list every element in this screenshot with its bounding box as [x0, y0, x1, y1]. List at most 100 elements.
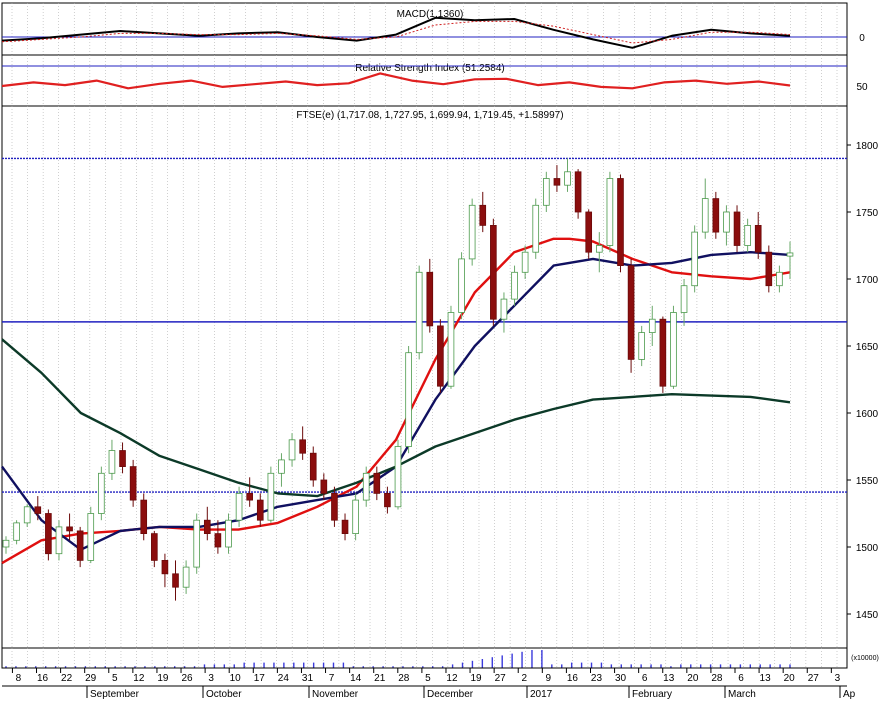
date-tick-label: 16 [37, 673, 49, 684]
month-label: September [90, 689, 140, 700]
volume-bar [620, 664, 622, 668]
date-tick-label: 8 [16, 673, 22, 684]
rsi-tick-label: 50 [856, 82, 868, 93]
candle-body [585, 211, 593, 253]
date-tick-label: 19 [157, 673, 169, 684]
volume-bar [372, 666, 374, 668]
volume-bar [134, 666, 136, 668]
candle-body [267, 472, 275, 521]
volume-bar [699, 664, 702, 668]
volume-bar [342, 662, 345, 668]
macd-tick-label: 0 [859, 33, 865, 44]
volume-bar [719, 664, 722, 668]
macd-series-macd [1, 16, 791, 49]
date-tick-label: 23 [591, 673, 603, 684]
candle-body [479, 204, 487, 226]
volume-bar [203, 664, 206, 668]
volume-bar [551, 664, 553, 668]
month-label: October [206, 689, 242, 700]
volume-bar [332, 662, 335, 668]
volume-bar [402, 666, 404, 668]
volume-bar [114, 666, 116, 668]
macd-panel: MACD(1.1360) 0 [1, 2, 865, 56]
volume-bar [422, 666, 424, 668]
volume-bar [491, 657, 493, 668]
price-title: FTSE(e) (1,717.08, 1,727.95, 1,699.94, 1… [296, 110, 563, 121]
date-tick-label: 20 [687, 673, 699, 684]
date-tick-label: 26 [181, 673, 193, 684]
volume-bar [610, 664, 613, 668]
volume-bar [94, 666, 97, 668]
date-tick-label: 22 [61, 673, 73, 684]
volume-bar [154, 666, 156, 668]
volume-bar [729, 664, 732, 668]
volume-bar [44, 666, 47, 668]
price-tick-label: 1600 [856, 409, 879, 420]
volume-bar [640, 664, 642, 668]
volume-bar [263, 662, 265, 668]
volume-bar [362, 666, 364, 668]
volume-bar [521, 651, 523, 668]
volume-bar [144, 666, 146, 668]
macd-series-signal [1, 20, 791, 44]
candle-body [182, 566, 190, 588]
date-tick-label: 19 [470, 673, 482, 684]
volume-bar [253, 662, 255, 668]
volume-bar [511, 653, 513, 668]
candle-body [299, 439, 306, 454]
volume-bar [392, 666, 394, 668]
volume-bar [441, 666, 444, 668]
candle-body [765, 251, 773, 287]
candle-body [712, 198, 720, 233]
price-tick-label: 1700 [856, 275, 879, 286]
volume-bar [273, 662, 275, 668]
candle-body [352, 499, 359, 535]
volume-bar [174, 666, 176, 668]
date-tick-label: 3 [208, 673, 214, 684]
volume-bar [64, 666, 67, 668]
date-tick-label: 27 [808, 673, 820, 684]
candle-body [172, 573, 179, 588]
candle-body [405, 352, 412, 447]
date-tick-label: 6 [642, 673, 648, 684]
volume-bar [580, 662, 583, 668]
candle-body [754, 224, 762, 253]
candle-body [203, 519, 211, 535]
date-tick-label: 7 [329, 673, 335, 684]
volume-bar [213, 664, 216, 668]
candle-body [2, 539, 10, 548]
candle-body [278, 459, 285, 474]
volume-bar [709, 664, 712, 668]
volume-bar [541, 650, 543, 668]
volume-bar [25, 666, 27, 668]
candle-body [331, 492, 338, 521]
candle-body [140, 499, 148, 535]
volume-bar [303, 662, 305, 668]
month-label: Ap [843, 689, 856, 700]
candle-body [341, 519, 349, 535]
volume-bar [570, 662, 573, 668]
volume-bar [481, 659, 484, 668]
candle-body [108, 450, 116, 474]
candle-body [606, 178, 614, 246]
candle-body [490, 224, 497, 320]
candle-body [320, 479, 328, 494]
candle-body [76, 530, 84, 561]
candle-body [521, 251, 529, 273]
candle-body [447, 312, 455, 387]
volume-bar [501, 655, 503, 668]
volume-bar [74, 666, 77, 668]
volume-bar [412, 666, 414, 668]
candle-body [437, 325, 444, 387]
date-tick-label: 12 [446, 673, 458, 684]
volume-bar [283, 662, 285, 668]
candle-body [45, 513, 52, 555]
candle-body [691, 231, 698, 287]
month-label: November [312, 689, 359, 700]
date-tick-label: 28 [398, 673, 410, 684]
candle-body [119, 450, 126, 467]
candle-body [98, 472, 105, 514]
candle-body [256, 499, 264, 521]
candle-body [362, 472, 370, 501]
date-tick-label: 13 [663, 673, 675, 684]
